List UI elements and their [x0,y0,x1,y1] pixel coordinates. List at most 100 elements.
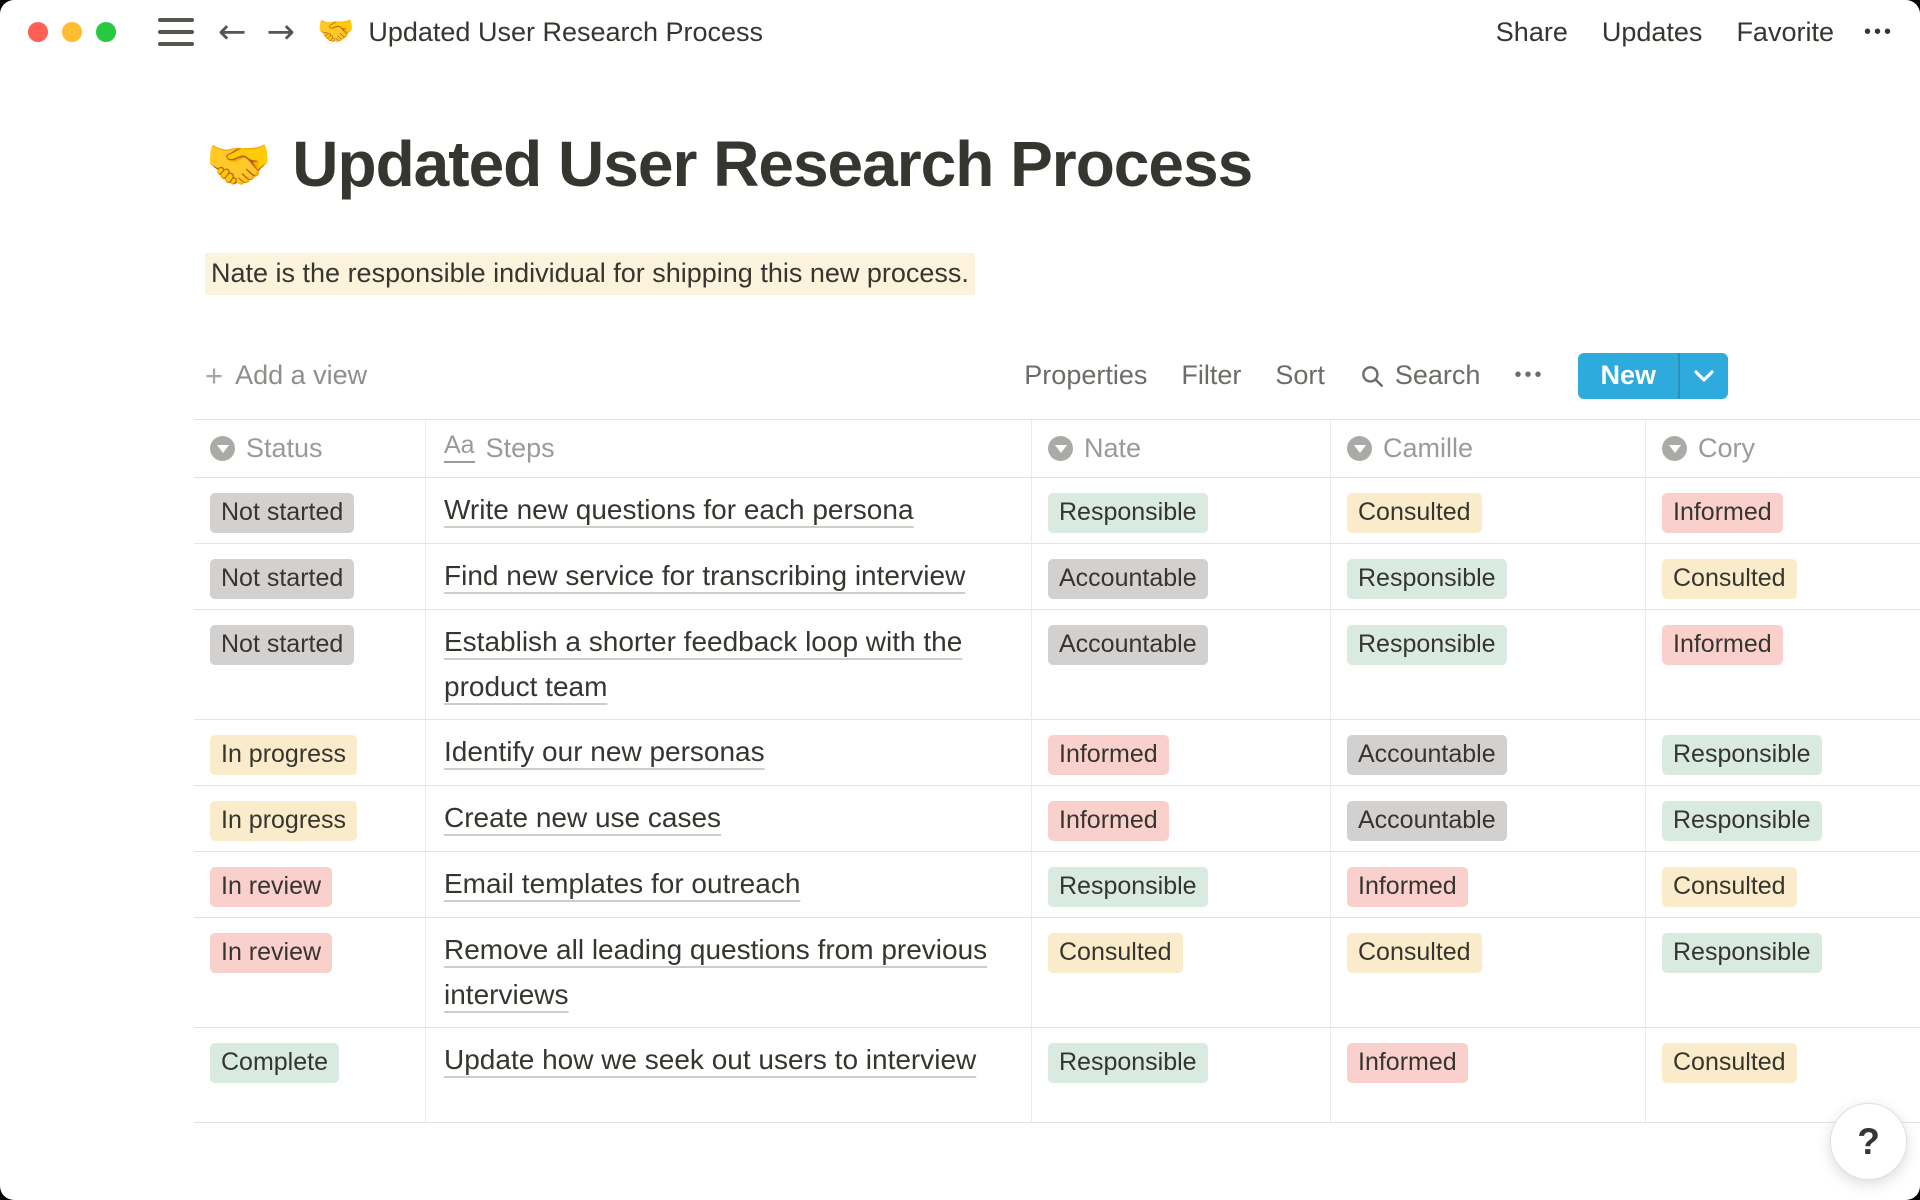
cory-cell[interactable]: Responsible [1645,718,1920,785]
search-icon [1362,365,1383,387]
step-page-link[interactable]: Update how we seek out users to intervie… [444,1043,977,1075]
fullscreen-window-button[interactable] [96,22,116,42]
nate-cell[interactable]: Informed [1031,784,1330,851]
column-header-label: Status [246,432,323,463]
database-table: Status Aa Steps Nate Camille Cory Not st… [194,418,1920,1123]
camille-cell[interactable]: Consulted [1330,476,1645,543]
nate-cell[interactable]: Accountable [1031,608,1330,719]
nate-cell[interactable]: Accountable [1031,542,1330,609]
favorite-button[interactable]: Favorite [1736,16,1834,47]
status-tag: In review [210,866,333,907]
role-tag: Accountable [1347,800,1507,841]
status-cell[interactable]: Not started [194,476,425,543]
camille-cell[interactable]: Consulted [1330,916,1645,1027]
cory-cell[interactable]: Consulted [1645,850,1920,917]
status-cell[interactable]: Complete [194,1026,425,1123]
cory-cell[interactable]: Consulted [1645,542,1920,609]
cory-cell[interactable]: Responsible [1645,916,1920,1027]
nate-cell[interactable]: Informed [1031,718,1330,785]
status-tag: In progress [210,800,358,841]
status-cell[interactable]: In review [194,916,425,1027]
close-window-button[interactable] [28,22,48,42]
minimize-window-button[interactable] [62,22,82,42]
column-header-steps[interactable]: Aa Steps [425,418,1031,477]
step-cell[interactable]: Establish a shorter feedback loop with t… [425,608,1031,719]
status-tag: Not started [210,492,355,533]
step-cell[interactable]: Identify our new personas [425,718,1031,785]
database-more-icon[interactable]: ••• [1514,364,1545,387]
column-header-label: Camille [1383,432,1474,463]
role-tag: Informed [1662,492,1783,533]
sidebar-menu-icon[interactable] [158,18,194,46]
handshake-emoji-icon[interactable]: 🤝 [205,134,273,195]
sort-button[interactable]: Sort [1275,360,1325,391]
status-cell[interactable]: In progress [194,718,425,785]
role-tag: Responsible [1662,734,1822,775]
select-type-icon [1048,435,1073,461]
cory-cell[interactable]: Informed [1645,608,1920,719]
filter-button[interactable]: Filter [1181,360,1242,391]
new-button[interactable]: New [1600,360,1656,391]
column-header-status[interactable]: Status [194,418,425,477]
role-tag: Responsible [1662,932,1822,973]
role-tag: Consulted [1048,932,1183,973]
column-header-nate[interactable]: Nate [1031,418,1330,477]
role-tag: Informed [1048,734,1169,775]
step-page-link[interactable]: Email templates for outreach [444,867,801,899]
column-header-camille[interactable]: Camille [1330,418,1645,477]
properties-button[interactable]: Properties [1024,360,1148,391]
step-cell[interactable]: Update how we seek out users to intervie… [425,1026,1031,1123]
status-cell[interactable]: In review [194,850,425,917]
search-button[interactable]: Search [1359,360,1481,391]
breadcrumb-page-title[interactable]: Updated User Research Process [368,16,764,47]
step-cell[interactable]: Find new service for transcribing interv… [425,542,1031,609]
plus-icon: + [205,358,224,394]
nate-cell[interactable]: Responsible [1031,1026,1330,1123]
camille-cell[interactable]: Accountable [1330,718,1645,785]
add-view-button[interactable]: + Add a view [205,360,367,391]
more-options-icon[interactable]: ••• [1863,20,1894,43]
nate-cell[interactable]: Consulted [1031,916,1330,1027]
column-header-label: Cory [1698,432,1756,463]
role-tag: Consulted [1662,1042,1797,1083]
nate-cell[interactable]: Responsible [1031,476,1330,543]
search-label: Search [1394,360,1481,391]
cory-cell[interactable]: Informed [1645,476,1920,543]
cory-cell[interactable]: Responsible [1645,784,1920,851]
database-toolbar-actions: Properties Filter Sort Search ••• New [1024,352,1728,399]
help-button[interactable]: ? [1830,1103,1907,1180]
back-arrow-icon[interactable]: ← [218,12,247,52]
step-page-link[interactable]: Write new questions for each persona [444,493,914,525]
step-cell[interactable]: Email templates for outreach [425,850,1031,917]
new-dropdown-button[interactable] [1680,353,1728,399]
step-page-link[interactable]: Remove all leading questions from previo… [444,933,988,1010]
camille-cell[interactable]: Informed [1330,850,1645,917]
column-header-cory[interactable]: Cory [1645,418,1920,477]
role-tag: Accountable [1048,624,1208,665]
step-page-link[interactable]: Identify our new personas [444,735,765,767]
add-view-label: Add a view [235,360,368,391]
camille-cell[interactable]: Accountable [1330,784,1645,851]
share-button[interactable]: Share [1495,16,1568,47]
role-tag: Responsible [1048,492,1208,533]
status-cell[interactable]: In progress [194,784,425,851]
step-page-link[interactable]: Establish a shorter feedback loop with t… [444,625,963,702]
step-cell[interactable]: Remove all leading questions from previo… [425,916,1031,1027]
highlighted-text[interactable]: Nate is the responsible individual for s… [205,252,975,295]
status-cell[interactable]: Not started [194,542,425,609]
column-header-label: Nate [1084,432,1142,463]
page-title-text[interactable]: Updated User Research Process [292,128,1253,200]
camille-cell[interactable]: Informed [1330,1026,1645,1123]
camille-cell[interactable]: Responsible [1330,608,1645,719]
step-page-link[interactable]: Find new service for transcribing interv… [444,559,966,591]
step-cell[interactable]: Write new questions for each persona [425,476,1031,543]
updates-button[interactable]: Updates [1601,16,1703,47]
forward-arrow-icon[interactable]: → [266,12,296,52]
step-cell[interactable]: Create new use cases [425,784,1031,851]
cory-cell[interactable]: Consulted [1645,1026,1920,1123]
status-cell[interactable]: Not started [194,608,425,719]
text-type-icon: Aa [444,433,475,464]
nate-cell[interactable]: Responsible [1031,850,1330,917]
camille-cell[interactable]: Responsible [1330,542,1645,609]
step-page-link[interactable]: Create new use cases [444,801,722,833]
